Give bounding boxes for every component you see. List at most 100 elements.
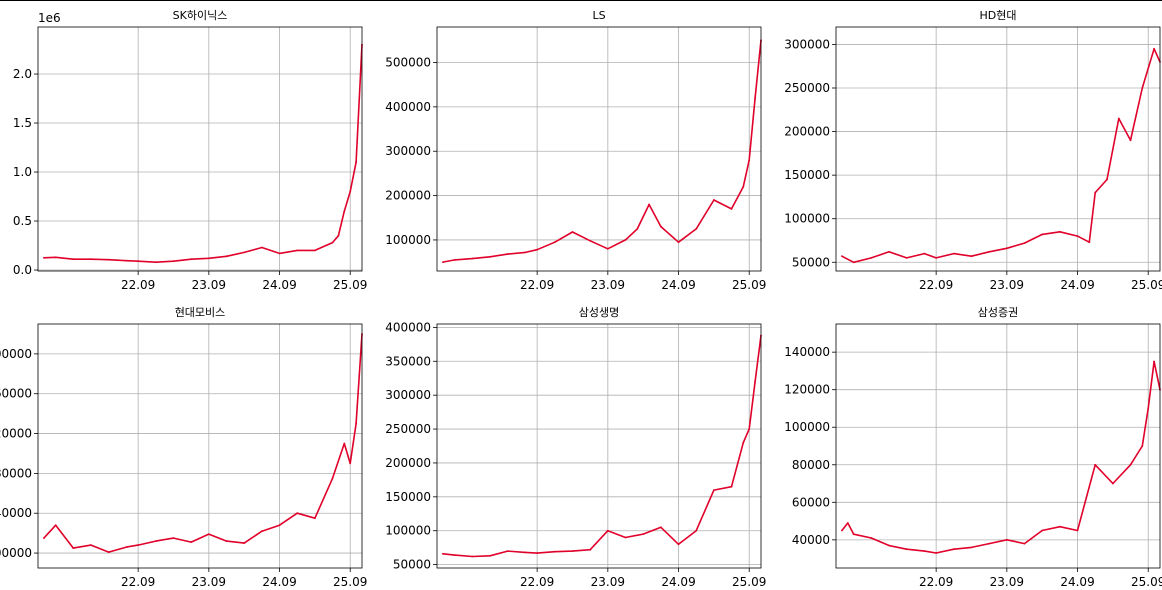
data-point [1106, 178, 1108, 181]
figure-top-border [0, 0, 1162, 1]
axes-frame [37, 323, 363, 569]
data-point [355, 161, 357, 164]
data-point [172, 260, 175, 263]
data-point [524, 251, 527, 254]
data-point [1023, 542, 1026, 545]
y-tick-label: 350000 [385, 354, 431, 368]
data-point [489, 554, 491, 557]
data-point [278, 524, 281, 527]
x-tick-label: 25.09 [732, 575, 766, 589]
y-tick-label: 280000 [0, 466, 32, 480]
y-tick-label: 100000 [784, 420, 830, 434]
data-point [1076, 529, 1079, 532]
series-line [442, 335, 762, 558]
data-point [1147, 407, 1150, 410]
data-point [1005, 247, 1008, 250]
data-point [524, 551, 527, 554]
data-point [453, 259, 456, 261]
y-tick-label: 250000 [784, 81, 830, 95]
data-point [1141, 445, 1144, 447]
data-point [261, 530, 263, 533]
data-point [677, 241, 680, 244]
data-point [72, 547, 75, 549]
subplot-title: 삼성생명 [579, 306, 619, 319]
data-point [606, 247, 609, 250]
data-point [870, 257, 873, 259]
data-point [1094, 463, 1097, 466]
data-point [1088, 241, 1091, 244]
data-point [107, 551, 110, 553]
data-point [314, 249, 316, 252]
y-tick-label: 80000 [792, 458, 830, 472]
subplot-1: 22.09 23.09 24.09 25.09 0.0 0.5 1.0 1.5 2.0 SK하이닉… [13, 8, 367, 292]
x-tick-label: 22.09 [121, 575, 155, 589]
data-point [154, 261, 157, 264]
data-point [243, 542, 246, 544]
data-point [742, 185, 745, 188]
data-point [1076, 235, 1079, 238]
data-point [442, 261, 444, 263]
data-point [337, 234, 340, 237]
x-tick-label: 23.09 [192, 575, 226, 589]
x-tick-label: 23.09 [990, 278, 1024, 292]
data-point [923, 252, 926, 255]
data-point [343, 442, 346, 445]
y-tick-label: 400000 [0, 347, 32, 361]
data-point [713, 199, 715, 201]
data-point [695, 228, 698, 230]
y-tick-label: 240000 [0, 506, 32, 520]
data-point [923, 550, 926, 552]
data-point [713, 489, 715, 491]
data-point [841, 529, 843, 532]
y-tick-label: 2.0 [13, 67, 32, 81]
x-tick-label: 23.09 [192, 278, 226, 292]
data-point [846, 522, 849, 524]
data-point [1041, 529, 1044, 532]
data-point [648, 203, 650, 206]
data-point [137, 544, 140, 546]
data-point [442, 552, 444, 555]
data-point [296, 249, 299, 252]
x-tick-label: 23.09 [990, 575, 1024, 589]
axes-frame [37, 26, 363, 272]
data-point [888, 250, 890, 253]
y-tick-label: 300000 [385, 144, 431, 158]
data-point [125, 259, 128, 262]
y-tick-label: 300000 [784, 37, 830, 51]
data-point [154, 540, 157, 542]
y-tick-label: 0.0 [13, 263, 32, 277]
data-point [207, 533, 210, 535]
y-tick-label: 50000 [393, 558, 431, 572]
subplot-5: 22.09 23.09 24.09 25.09 50000 100000 150000 200… [385, 306, 766, 589]
x-tick-label: 24.09 [1060, 575, 1094, 589]
data-point [636, 228, 639, 230]
data-point [1059, 525, 1061, 528]
data-point [1094, 191, 1097, 194]
data-point [190, 258, 193, 261]
data-point [606, 529, 609, 532]
y-tick-label: 50000 [792, 255, 830, 269]
subplot-title: LS [592, 9, 605, 22]
subplot-title: 삼성증권 [978, 306, 1018, 319]
data-point [905, 257, 908, 259]
data-point [589, 548, 592, 551]
data-point [225, 255, 228, 258]
y-tick-label: 60000 [792, 495, 830, 509]
data-point [748, 159, 751, 162]
data-point [888, 544, 890, 547]
data-point [43, 256, 45, 259]
data-point [1005, 538, 1008, 541]
data-point [331, 241, 334, 244]
data-point [1117, 117, 1120, 120]
data-point [988, 542, 991, 545]
data-point [261, 246, 263, 249]
x-tick-label: 22.09 [919, 278, 953, 292]
y-tick-label: 300000 [385, 388, 431, 402]
data-point [730, 208, 733, 210]
x-tick-label: 25.09 [333, 278, 367, 292]
y-tick-label: 150000 [385, 490, 431, 504]
x-tick-label: 24.09 [262, 575, 296, 589]
data-point [296, 512, 299, 515]
data-point [43, 537, 45, 539]
x-tick-label: 25.09 [1131, 575, 1162, 589]
